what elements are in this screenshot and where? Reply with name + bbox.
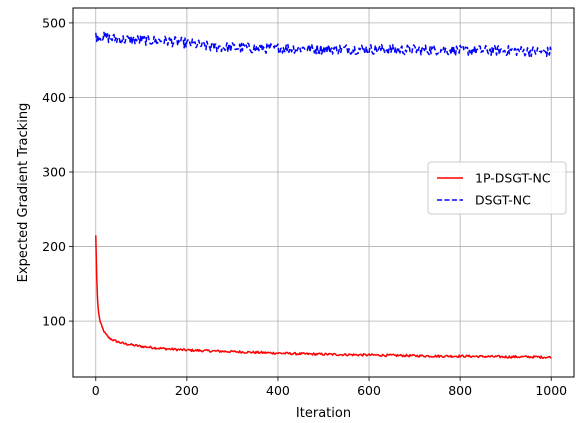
x-tick-label: 800: [448, 383, 472, 398]
legend-box: [427, 161, 567, 215]
axes-frame: [72, 7, 575, 378]
y-tick-label: 100: [42, 314, 66, 329]
legend-label: DSGT-NC: [475, 193, 531, 208]
legend: 1P-DSGT-NC DSGT-NC: [427, 161, 567, 215]
y-tick-label: 500: [42, 15, 66, 30]
axis-ticks: 0 200 400 600 800 1000 100 200 300 400 500: [42, 15, 567, 398]
series-lines: [95, 31, 552, 360]
x-axis-label: Iteration: [296, 406, 351, 421]
x-tick-label: 200: [175, 383, 199, 398]
x-tick-label: 0: [92, 383, 100, 398]
y-tick-label: 300: [42, 165, 66, 180]
series-line-2: [95, 31, 552, 58]
x-tick-label: 1000: [535, 383, 567, 398]
x-tick-label: 400: [266, 383, 290, 398]
y-tick-label: 200: [42, 239, 66, 254]
legend-label: 1P-DSGT-NC: [475, 171, 551, 186]
series-line-1: [95, 235, 552, 360]
x-tick-label: 600: [357, 383, 381, 398]
y-axis-label: Expected Gradient Tracking: [16, 103, 31, 283]
y-tick-label: 400: [42, 90, 66, 105]
